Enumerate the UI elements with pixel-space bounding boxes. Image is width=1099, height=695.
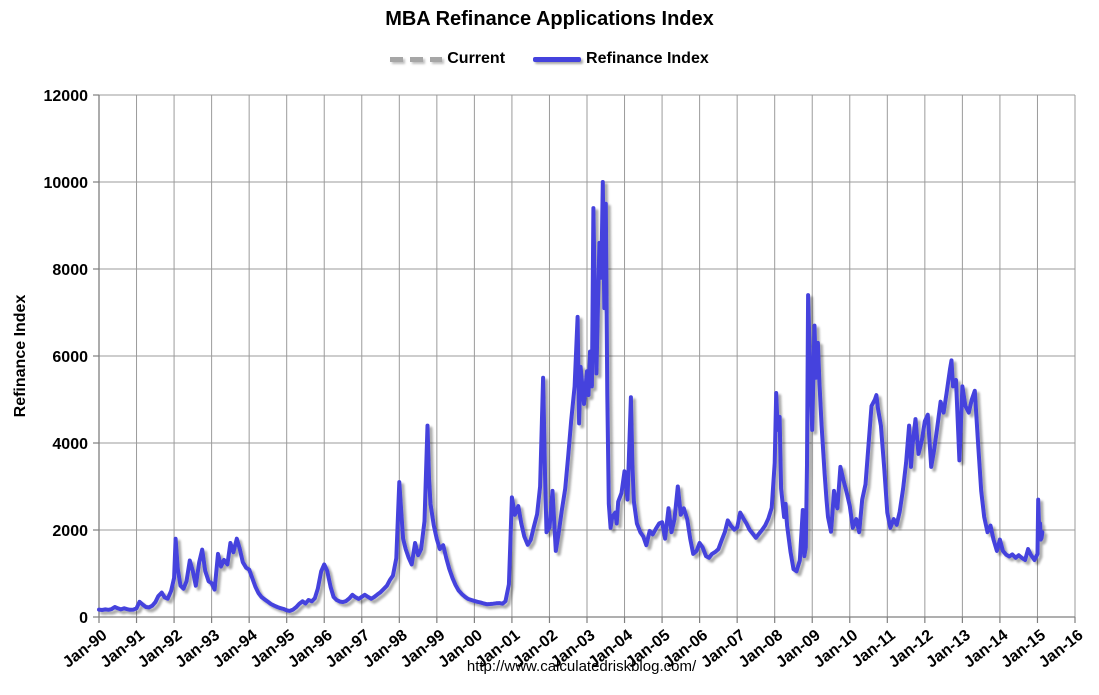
y-tick-label: 8000	[52, 262, 88, 279]
chart-title: MBA Refinance Applications Index	[385, 8, 714, 30]
legend-label-current: Current	[447, 50, 506, 67]
legend-item-refinance-index: Refinance Index	[533, 50, 709, 68]
y-axis-title: Refinance Index	[12, 295, 29, 418]
refinance-line-swatch	[533, 56, 582, 62]
source-url: http://www.calculatedriskblog.com/	[466, 658, 697, 675]
legend: Current Refinance Index	[0, 50, 1099, 68]
legend-label-refinance-index: Refinance Index	[586, 50, 709, 67]
refinance-index-line	[97, 180, 1045, 613]
y-tick-label: 10000	[44, 175, 89, 192]
y-tick-label: 12000	[44, 88, 89, 105]
current-dash-swatch	[390, 56, 443, 62]
y-tick-label: 0	[79, 610, 88, 627]
y-tick-label: 6000	[52, 349, 88, 366]
y-tick-label: 4000	[52, 436, 88, 453]
legend-item-current: Current	[390, 50, 505, 68]
y-tick-label: 2000	[52, 523, 88, 540]
